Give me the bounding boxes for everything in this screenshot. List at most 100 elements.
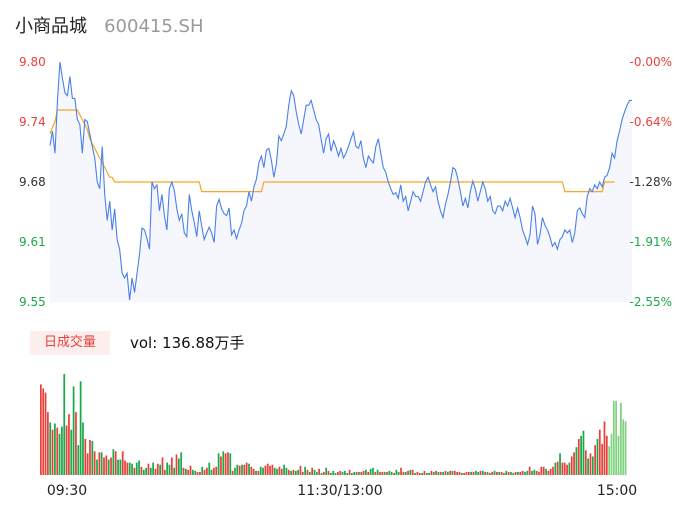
volume-bar xyxy=(320,472,323,475)
volume-bar xyxy=(341,471,344,475)
volume-bar xyxy=(570,456,573,475)
volume-bar xyxy=(465,471,468,475)
volume-bar xyxy=(199,471,201,475)
volume-bar xyxy=(77,445,80,475)
volume-bar xyxy=(152,462,154,475)
volume-bar xyxy=(526,470,529,475)
volume-bar xyxy=(93,451,96,475)
volume-bar xyxy=(149,467,152,475)
volume-tab[interactable]: 日成交量 xyxy=(30,331,110,355)
volume-bar xyxy=(365,469,367,475)
volume-bar xyxy=(301,471,304,475)
volume-bar xyxy=(49,422,52,475)
volume-bar xyxy=(575,447,578,475)
volume-bar xyxy=(594,445,596,475)
volume-bar xyxy=(182,467,185,475)
volume-bar xyxy=(559,453,561,475)
price-chart xyxy=(49,61,632,302)
volume-bar xyxy=(308,471,311,475)
volume-bar xyxy=(84,438,87,475)
volume-bar xyxy=(206,467,208,475)
volume-bar xyxy=(161,457,164,475)
volume-bar xyxy=(472,471,475,475)
volume-bar xyxy=(500,471,503,475)
volume-bar xyxy=(47,412,49,475)
volume-bar xyxy=(512,472,515,475)
volume-bar xyxy=(421,472,423,475)
volume-bar xyxy=(381,471,384,475)
volume-bar xyxy=(337,471,339,475)
volume-bar xyxy=(229,453,232,475)
volume-bar xyxy=(241,464,243,475)
volume-bar xyxy=(383,471,386,475)
volume-bar xyxy=(489,472,491,475)
volume-bar xyxy=(360,471,363,475)
volume-bar xyxy=(591,456,594,475)
volume-bar xyxy=(173,467,176,475)
stock-name: 小商品城 xyxy=(15,16,87,37)
volume-bar xyxy=(418,472,421,475)
volume-bar xyxy=(446,471,449,475)
volume-bar xyxy=(170,457,173,475)
volume-bar xyxy=(124,460,126,475)
volume-bar xyxy=(222,451,225,475)
volume-bar xyxy=(86,453,89,475)
volume-bar xyxy=(231,470,234,475)
volume-bar xyxy=(563,462,566,475)
volume-bar xyxy=(549,468,552,475)
volume-bar xyxy=(185,468,187,475)
volume-bar xyxy=(117,459,119,475)
volume-bar xyxy=(290,470,292,475)
volume-bar xyxy=(470,471,473,475)
volume-bar xyxy=(299,465,302,475)
average-price-line xyxy=(49,109,615,193)
price-tick-label: 9.61 xyxy=(19,235,46,249)
volume-bar xyxy=(138,460,140,475)
volume-bar xyxy=(54,423,56,475)
volume-bar xyxy=(238,465,241,475)
volume-bar xyxy=(374,471,377,475)
volume-bar xyxy=(273,467,276,475)
volume-bar xyxy=(110,457,112,475)
volume-bar xyxy=(460,472,463,475)
time-tick-label: 11:30/13:00 xyxy=(297,483,382,499)
volume-bar xyxy=(390,471,393,475)
volume-bar xyxy=(203,469,206,475)
volume-bar xyxy=(313,469,316,475)
volume-bar xyxy=(386,471,388,475)
volume-bar xyxy=(304,466,307,475)
price-tick-label: 9.68 xyxy=(19,175,46,189)
volume-bar xyxy=(561,462,564,475)
volume-bar xyxy=(243,464,246,475)
volume-bar xyxy=(372,467,374,475)
volume-bar xyxy=(175,454,178,475)
volume-bar xyxy=(376,469,379,475)
volume-bar xyxy=(227,452,229,475)
price-line xyxy=(49,61,632,301)
volume-bar xyxy=(615,400,618,475)
volume-bar xyxy=(215,466,218,475)
volume-bar xyxy=(42,388,45,475)
volume-bar xyxy=(358,471,360,475)
volume-bar xyxy=(577,438,580,475)
volume-bar xyxy=(510,471,512,475)
volume-bar xyxy=(248,463,250,475)
volume-bar xyxy=(547,470,550,475)
volume-bar xyxy=(451,470,454,475)
volume-bar xyxy=(194,470,197,475)
volume-bar xyxy=(75,412,77,475)
volume-bar xyxy=(105,455,108,475)
volume-bar xyxy=(257,470,260,475)
volume-bar xyxy=(112,449,115,475)
volume-bar xyxy=(294,470,297,475)
volume-bar xyxy=(208,462,211,475)
volume-bar xyxy=(439,471,442,475)
volume-bar xyxy=(486,471,489,475)
volume-bar xyxy=(589,453,592,475)
volume-bar xyxy=(411,469,414,475)
volume-bar xyxy=(584,450,587,475)
volume-bar xyxy=(409,469,412,475)
volume-bar xyxy=(276,468,278,475)
volume-bar xyxy=(68,414,70,475)
